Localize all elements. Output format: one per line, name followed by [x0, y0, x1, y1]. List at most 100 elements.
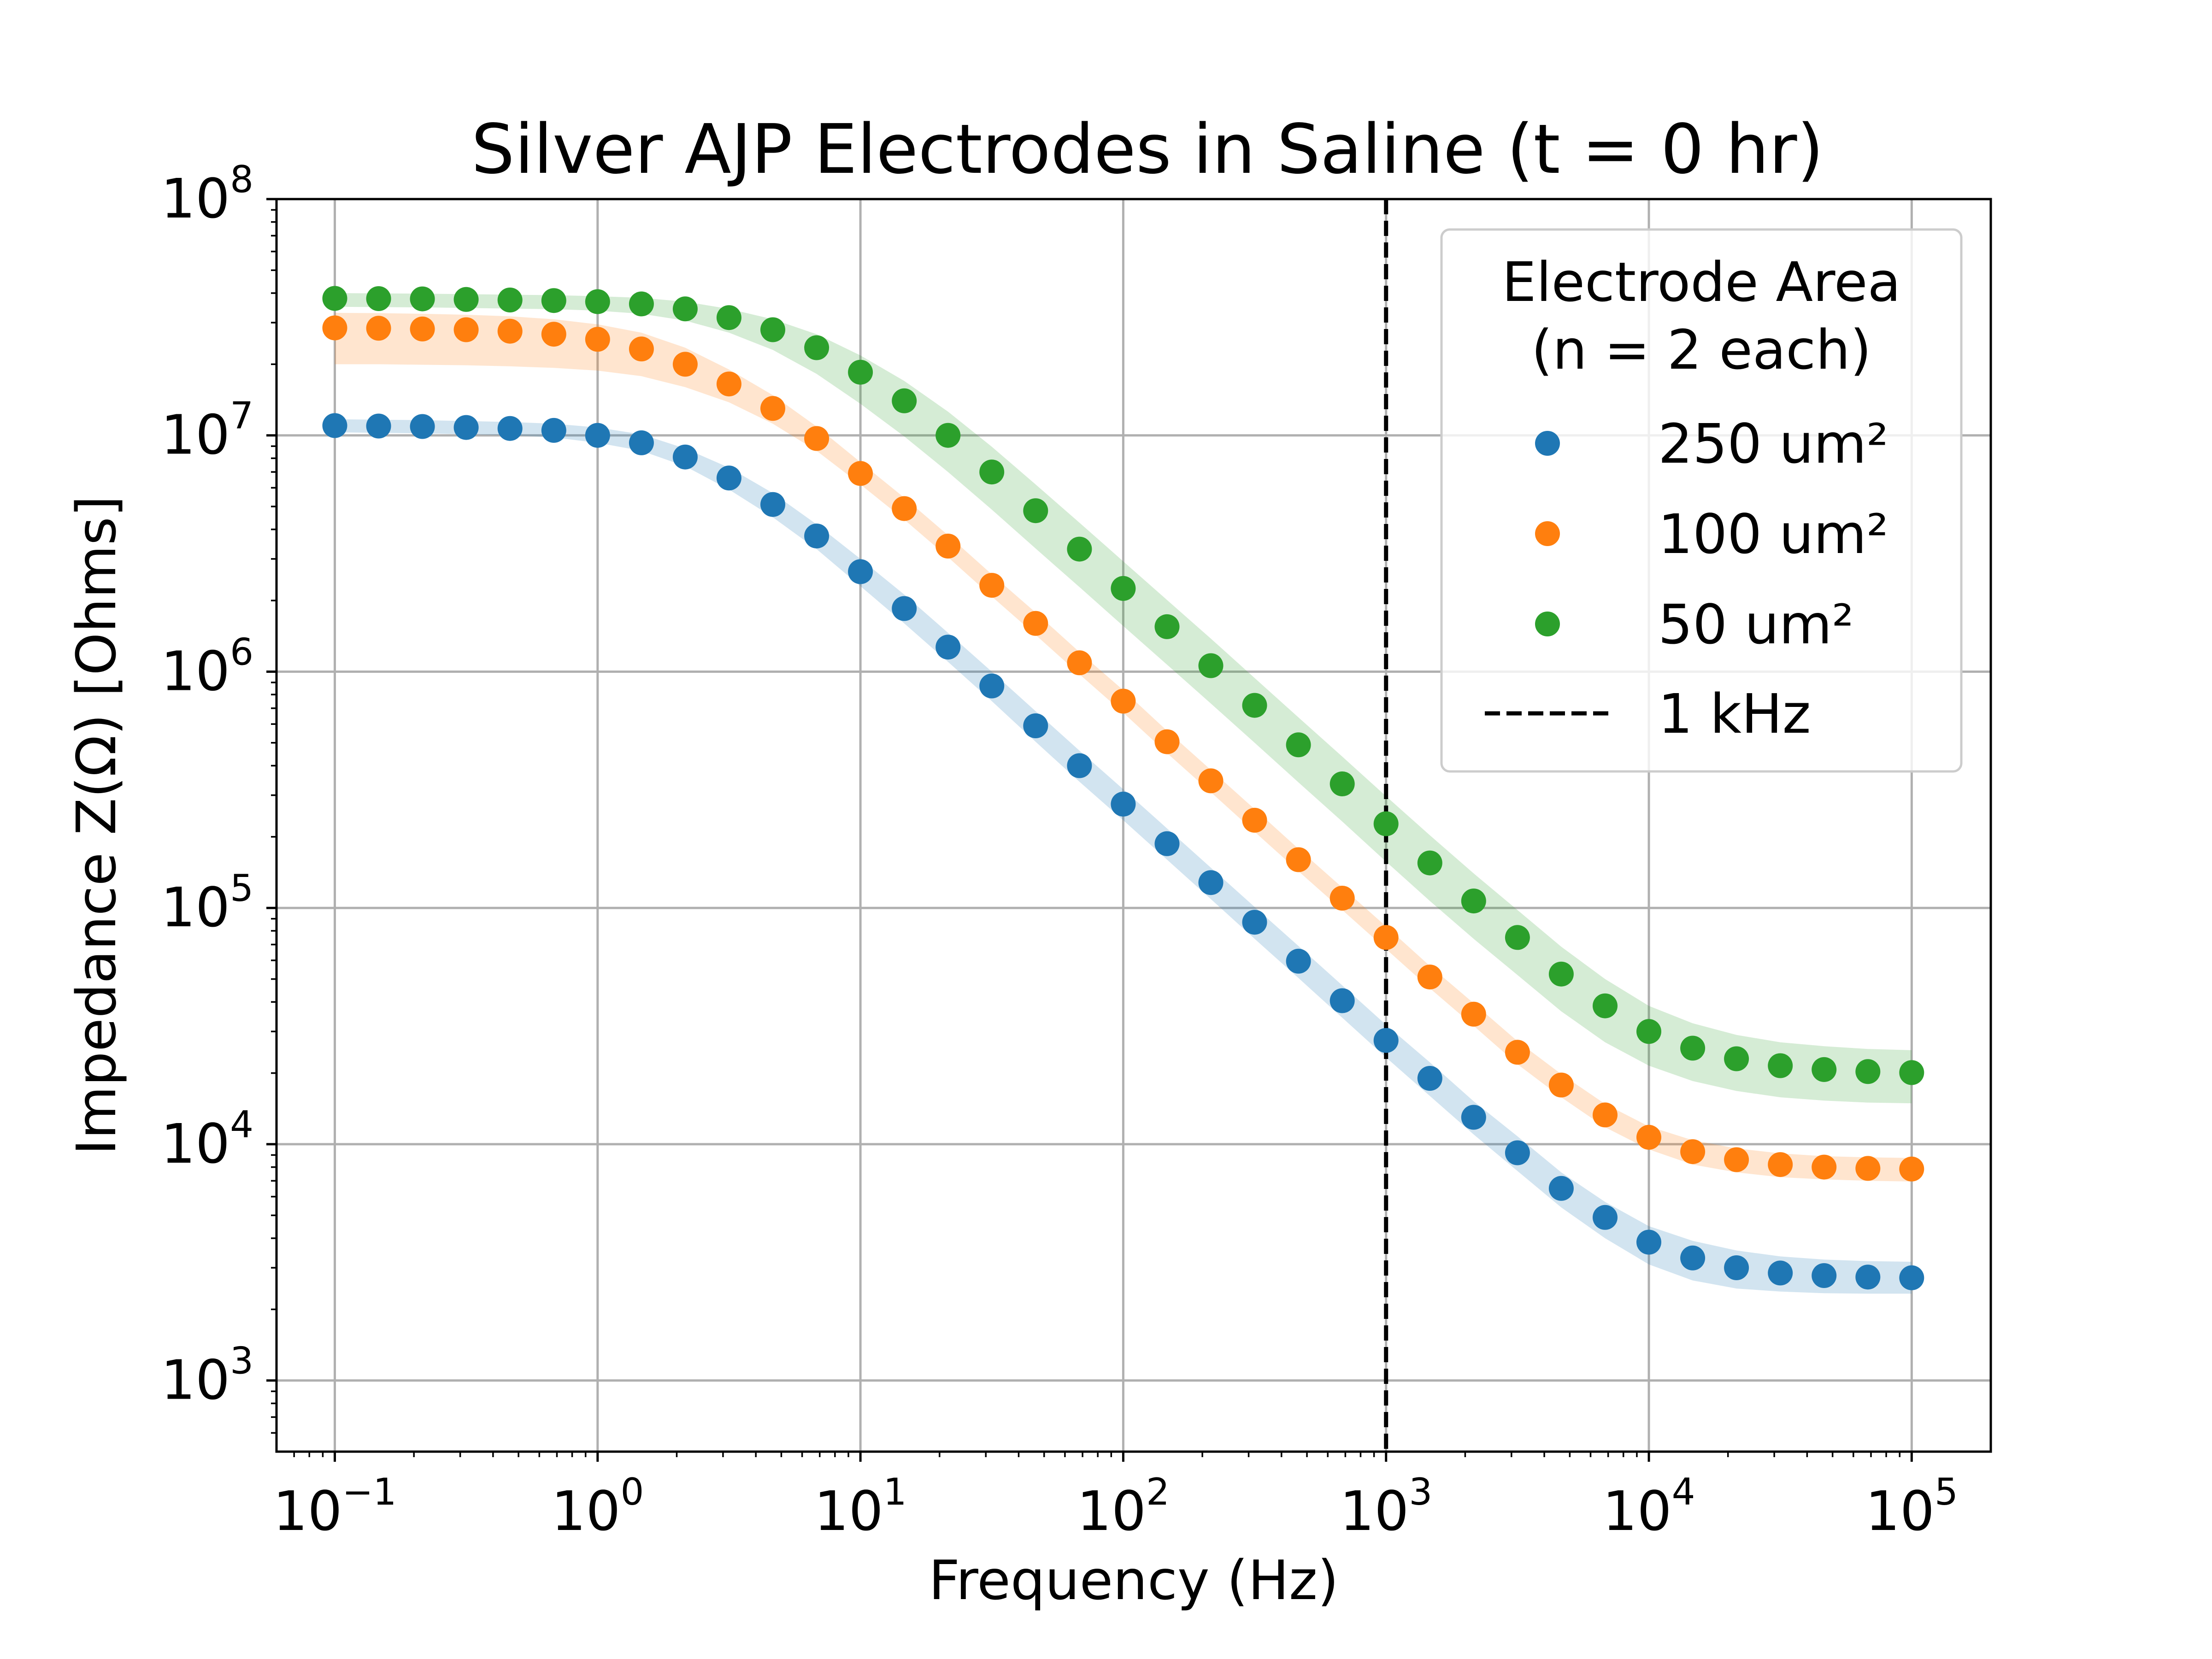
y-tick-label-base: 10: [161, 403, 230, 467]
data-point: [1067, 753, 1092, 778]
legend-label: 250 um²: [1658, 412, 1888, 476]
data-point: [1023, 611, 1048, 636]
data-point: [1373, 811, 1399, 836]
data-point: [1680, 1245, 1706, 1271]
data-point: [1242, 807, 1267, 833]
data-point: [1286, 948, 1311, 974]
y-tick-label-base: 10: [161, 167, 230, 230]
data-point: [541, 322, 566, 347]
data-point: [366, 316, 391, 341]
data-point: [672, 352, 698, 377]
x-tick-label: 102: [1077, 1471, 1170, 1543]
data-point: [410, 286, 435, 312]
x-tick-label: 101: [814, 1471, 907, 1543]
data-point: [1286, 732, 1311, 758]
legend: Electrode Area (n = 2 each) 250 um² 100 u…: [1440, 228, 1963, 773]
y-tick-label-base: 10: [161, 639, 230, 703]
x-tick-label: 10−1: [273, 1471, 396, 1543]
data-point: [1724, 1147, 1749, 1172]
data-point: [935, 635, 961, 660]
data-point: [629, 430, 654, 455]
data-point: [1330, 886, 1355, 911]
data-point: [497, 416, 523, 441]
data-point: [322, 315, 347, 341]
data-point: [1154, 831, 1180, 856]
y-tick-label-base: 10: [161, 876, 230, 939]
y-tick-label-base: 10: [161, 1348, 230, 1412]
data-point: [1417, 1066, 1442, 1091]
data-point: [366, 413, 391, 439]
data-point: [1505, 1040, 1530, 1065]
data-point: [410, 414, 435, 439]
data-point: [1198, 653, 1224, 678]
x-tick-label-exponent: −1: [342, 1471, 397, 1513]
y-tick-label-exponent: 7: [230, 394, 253, 437]
data-point: [1023, 713, 1048, 738]
data-point: [1286, 847, 1311, 872]
data-point: [1768, 1053, 1793, 1078]
data-point: [1636, 1124, 1661, 1150]
x-tick-label: 100: [551, 1471, 644, 1543]
legend-marker: [1535, 521, 1560, 546]
x-tick-label-base: 10: [273, 1479, 342, 1543]
data-point: [804, 426, 830, 451]
data-point: [322, 413, 347, 438]
x-tick-label-exponent: 0: [620, 1471, 644, 1513]
y-axis-label: Impedance Z(Ω) [Ohms]: [65, 496, 128, 1155]
data-point: [1111, 688, 1136, 714]
legend-title-line2: (n = 2 each): [1531, 318, 1871, 382]
x-tick-label: 103: [1340, 1471, 1432, 1543]
data-point: [1461, 1105, 1486, 1130]
data-point: [410, 316, 435, 341]
data-point: [1111, 791, 1136, 817]
y-tick-label: 108: [161, 158, 253, 230]
data-point: [1768, 1152, 1793, 1177]
data-point: [585, 423, 610, 448]
legend-entries: 250 um² 100 um² 50 um²: [1535, 412, 1888, 656]
data-point: [1636, 1230, 1661, 1255]
data-point: [804, 524, 830, 549]
legend-title-line1: Electrode Area: [1502, 250, 1901, 314]
y-tick-label-exponent: 8: [230, 158, 253, 201]
data-point: [1330, 771, 1355, 796]
data-point: [1812, 1263, 1837, 1288]
x-tick-label-base: 10: [551, 1479, 620, 1543]
legend-marker: [1535, 431, 1560, 456]
data-point: [1636, 1019, 1661, 1044]
legend-label: 100 um²: [1658, 502, 1888, 566]
y-tick-label: 104: [161, 1103, 253, 1176]
data-point: [760, 317, 785, 342]
data-point: [1330, 988, 1355, 1013]
data-point: [760, 396, 785, 421]
x-tick-label-exponent: 1: [883, 1471, 907, 1513]
data-point: [716, 465, 741, 491]
y-tick-label: 106: [161, 630, 253, 703]
y-tick-label-exponent: 6: [230, 630, 253, 673]
y-tick-label: 103: [161, 1340, 253, 1412]
data-point: [1680, 1139, 1706, 1165]
data-point: [1768, 1260, 1793, 1286]
y-tick-label-exponent: 3: [230, 1340, 253, 1382]
y-tick-label: 105: [161, 867, 253, 939]
y-tick-label-base: 10: [161, 1112, 230, 1176]
data-point: [979, 459, 1005, 485]
data-point: [1548, 1072, 1574, 1098]
data-point: [1548, 961, 1574, 987]
data-point: [1505, 1140, 1530, 1165]
data-point: [672, 296, 698, 322]
x-tick-label-base: 10: [814, 1479, 883, 1543]
data-point: [1855, 1059, 1881, 1084]
data-point: [1417, 850, 1442, 876]
data-point: [804, 335, 830, 360]
data-point: [1505, 925, 1530, 950]
data-point: [1680, 1035, 1706, 1061]
data-point: [1154, 614, 1180, 639]
x-tick-label-exponent: 5: [1935, 1471, 1958, 1513]
data-point: [1461, 888, 1486, 914]
data-point: [979, 573, 1005, 598]
x-tick-label-base: 10: [1340, 1479, 1409, 1543]
plot-frame: [275, 198, 1992, 1453]
data-point: [629, 291, 654, 317]
chart-title: Silver AJP Electrodes in Saline (t = 0 h…: [471, 110, 1824, 189]
